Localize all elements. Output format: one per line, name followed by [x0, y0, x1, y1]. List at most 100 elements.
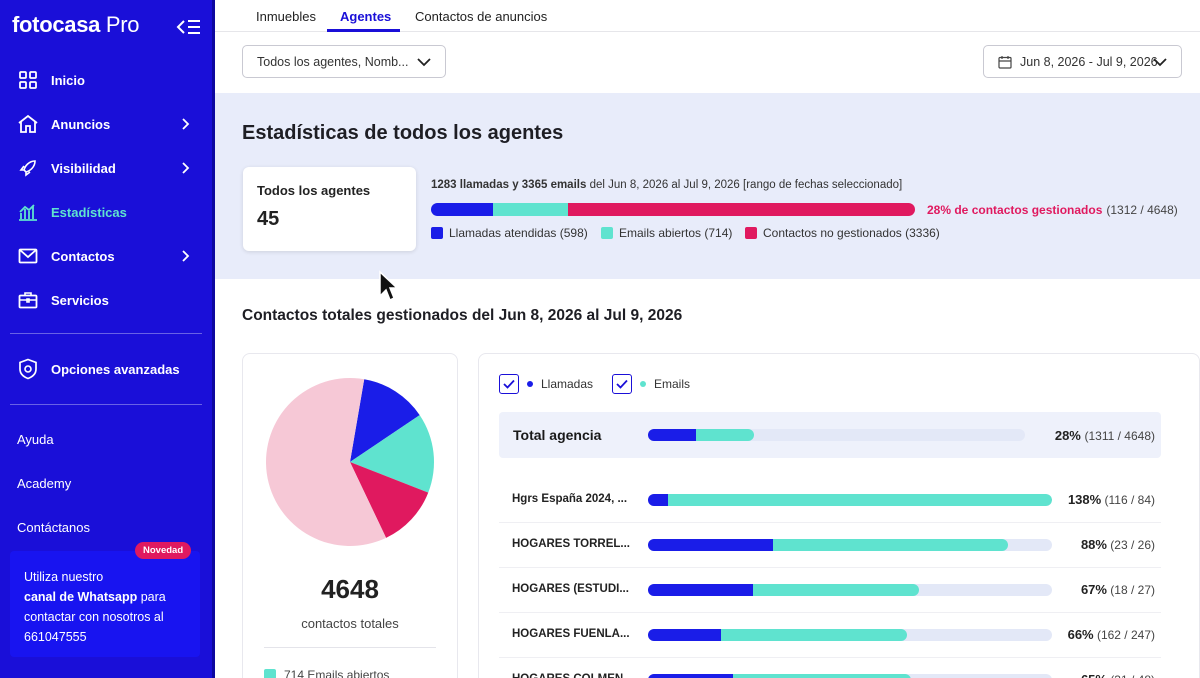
row-pct-value: 67% — [1080, 582, 1107, 597]
mouse-cursor-icon — [378, 270, 399, 307]
agent-row-bar — [648, 674, 1052, 678]
row-label: Total agencia — [513, 427, 602, 443]
stats-summary: 1283 llamadas y 3365 emails del Jun 8, 2… — [431, 179, 902, 191]
checkbox-emails[interactable]: Emails — [612, 374, 690, 394]
chevron-right-icon — [180, 249, 190, 263]
promo-text: para contactar con nosotros al — [24, 590, 166, 624]
agent-row-pct: 88% (23 / 26) — [1000, 537, 1155, 552]
date-range-select[interactable]: Jun 8, 2026 - Jul 9, 2026 — [983, 45, 1182, 78]
checkbox-label: Llamadas — [541, 377, 594, 391]
bar-segment-no-gestionados — [567, 203, 915, 216]
managed-percentage: 28% de contactos gestionados (1312 / 4648… — [927, 203, 1178, 217]
legend-swatch — [601, 227, 613, 239]
legend-swatch — [745, 227, 757, 239]
contacts-pie-chart — [266, 378, 434, 546]
managed-pct-label: 28% de contactos gestionados — [927, 203, 1103, 217]
grid-icon — [17, 69, 39, 91]
total-agencia-pct: 28% (1311 / 4648) — [1000, 428, 1155, 443]
sidebar-divider — [10, 333, 202, 334]
agent-row-label[interactable]: HOGARES (ESTUDI... — [512, 583, 629, 595]
sidebar-link-contactanos[interactable]: Contáctanos — [17, 520, 90, 535]
mail-icon — [17, 245, 39, 267]
promo-highlight: canal de Whatsapp — [24, 590, 138, 604]
rocket-icon — [17, 157, 39, 179]
sidebar-item-label: Visibilidad — [51, 160, 116, 176]
agent-row-bar — [648, 584, 1052, 596]
sidebar-item-inicio[interactable]: Inicio — [0, 62, 212, 98]
sidebar-item-opciones-avanzadas[interactable]: Opciones avanzadas — [0, 351, 212, 387]
summary-rest: del Jun 8, 2026 al Jul 9, 2026 [rango de… — [586, 179, 903, 191]
legend-emails: Emails abiertos (714) — [601, 226, 732, 240]
bar-segment-llamadas — [648, 494, 669, 506]
agent-row-label[interactable]: HOGARES TORREL... — [512, 538, 630, 550]
agents-card-value: 45 — [257, 208, 280, 230]
agent-row-label[interactable]: Hgrs España 2024, ... — [512, 493, 628, 505]
bar-segment-emails — [695, 429, 754, 441]
page-title: Estadísticas de todos los agentes — [242, 122, 564, 144]
tab-agentes[interactable]: Agentes — [340, 9, 392, 24]
agent-row-pct: 67% (18 / 27) — [1000, 582, 1155, 597]
sidebar-link-academy[interactable]: Academy — [17, 476, 72, 491]
sidebar-item-visibilidad[interactable]: Visibilidad — [0, 150, 212, 186]
home-icon — [17, 113, 39, 135]
bar-segment-emails — [668, 494, 1052, 506]
chevron-right-icon — [180, 161, 190, 175]
briefcase-icon — [17, 289, 39, 311]
legend-label: 714 Emails abiertos — [284, 668, 390, 678]
date-range-value: Jun 8, 2026 - Jul 9, 2026 — [1020, 54, 1158, 69]
bar-segment-llamadas — [431, 203, 494, 216]
sidebar-item-label: Servicios — [51, 292, 109, 308]
bar-segment-llamadas — [648, 539, 774, 551]
row-separator — [499, 657, 1161, 658]
pie-slice-emails — [350, 415, 434, 493]
row-pct-value: 138% — [1067, 492, 1102, 507]
agents-select-value: Todos los agentes, Nomb... — [257, 54, 409, 69]
legend-label: Emails abiertos (714) — [619, 226, 733, 240]
row-pct-value: 65% — [1081, 672, 1107, 678]
sidebar-item-servicios[interactable]: Servicios — [0, 282, 212, 318]
chevron-right-icon — [180, 117, 190, 131]
brand-name: fotocasa — [12, 12, 101, 37]
row-pct-ratio: (18 / 27) — [1106, 583, 1155, 597]
brand-logo[interactable]: fotocasa Pro — [12, 12, 140, 38]
agent-row-label[interactable]: HOGARES FUENLA... — [512, 628, 630, 640]
sidebar-item-label: Contactos — [51, 248, 115, 264]
agents-count-card: Todos los agentes 45 — [243, 167, 416, 251]
sidebar-item-anuncios[interactable]: Anuncios — [0, 106, 212, 142]
agent-row-label[interactable]: HOGARES COLMEN... — [512, 673, 633, 678]
tab-contactos-anuncios[interactable]: Contactos de anuncios — [415, 9, 548, 24]
agent-row-bar — [648, 494, 1052, 506]
whatsapp-promo[interactable]: Utiliza nuestro canal de Whatsapp para c… — [10, 551, 200, 657]
shield-gear-icon — [17, 358, 39, 380]
novedad-badge: Novedad — [135, 542, 192, 559]
check-icon — [499, 374, 519, 394]
pie-total-label: contactos totales — [301, 616, 399, 631]
promo-phone: 661047555 — [24, 630, 87, 644]
row-pct-ratio: (31 / 48) — [1107, 673, 1155, 678]
legend-swatch — [264, 669, 276, 678]
contacts-stacked-bar — [431, 203, 915, 216]
row-pct-ratio: (23 / 26) — [1106, 538, 1155, 552]
sidebar-item-estadisticas[interactable]: Estadísticas — [0, 194, 212, 230]
row-pct-value: 66% — [1067, 627, 1094, 642]
row-pct-ratio: (116 / 84) — [1101, 493, 1155, 507]
tab-inmuebles[interactable]: Inmuebles — [256, 9, 316, 24]
sidebar: fotocasa Pro Inicio Anuncios Visibilidad… — [0, 0, 215, 678]
sidebar-divider — [10, 404, 202, 405]
sidebar-link-ayuda[interactable]: Ayuda — [17, 432, 54, 447]
bar-segment-llamadas — [648, 674, 733, 678]
pie-slice-highlight — [350, 462, 429, 538]
collapse-sidebar-icon[interactable] — [176, 16, 202, 38]
legend-llamadas: Llamadas atendidas (598) — [431, 226, 588, 240]
pie-total-value: 4648 — [321, 574, 379, 604]
sidebar-item-contactos[interactable]: Contactos — [0, 238, 212, 274]
row-separator — [499, 612, 1161, 613]
agents-card-title: Todos los agentes — [257, 183, 371, 198]
section-title: Contactos totales gestionados del Jun 8,… — [242, 307, 683, 324]
agents-select[interactable]: Todos los agentes, Nomb... — [242, 45, 446, 78]
series-dot — [527, 381, 533, 387]
checkbox-llamadas[interactable]: Llamadas — [499, 374, 593, 394]
legend-swatch — [431, 227, 443, 239]
bar-segment-emails — [773, 539, 1008, 551]
row-pct-value: 28% — [1054, 428, 1081, 443]
